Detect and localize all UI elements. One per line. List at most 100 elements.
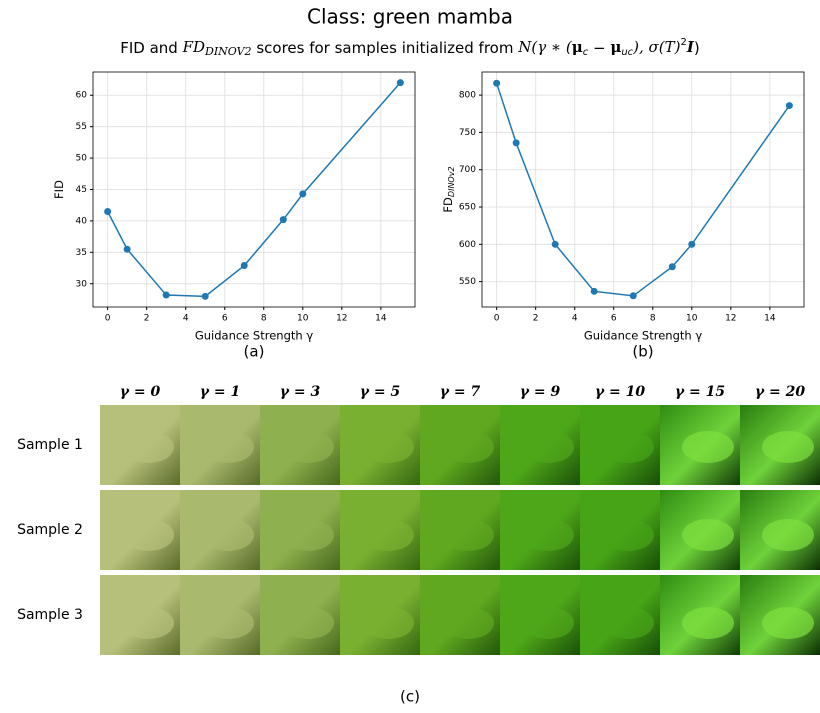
y-tick-label: 45 — [76, 185, 87, 195]
snake-shape — [122, 431, 174, 463]
subtitle-part: uc — [621, 47, 633, 58]
column-header: γ = 1 — [200, 384, 240, 400]
subtitle-part: DINOV2 — [204, 45, 252, 58]
snake-shape — [362, 519, 414, 551]
data-point — [668, 263, 676, 271]
snake-shape — [762, 607, 814, 639]
column-header: γ = 20 — [755, 384, 805, 400]
snake-shape — [362, 607, 414, 639]
column-header: γ = 15 — [675, 384, 725, 400]
subtitle-part: I — [686, 38, 695, 56]
x-tick-label: 8 — [261, 314, 267, 324]
snake-shape — [282, 519, 334, 551]
data-point — [201, 292, 209, 300]
subtitle-part: FID and — [120, 39, 182, 57]
subtitle-part: 2 — [681, 37, 687, 48]
column-header: γ = 3 — [280, 384, 321, 400]
subtitle-part: ) — [694, 39, 700, 57]
column-header: γ = 7 — [440, 384, 481, 400]
snake-shape — [282, 607, 334, 639]
subtitle-part: μ — [610, 38, 621, 56]
subtitle-part: FD — [182, 38, 205, 56]
y-tick-label: 650 — [459, 203, 476, 213]
y-tick-label: 30 — [76, 279, 88, 289]
x-tick-label: 14 — [375, 314, 387, 324]
data-point — [162, 291, 170, 299]
data-point — [299, 190, 307, 198]
data-point — [123, 245, 131, 253]
figure-subtitle: FID and FDDINOV2 scores for samples init… — [120, 37, 700, 58]
y-tick-label: 800 — [459, 91, 476, 101]
y-tick-label: 700 — [459, 165, 476, 175]
y-axis-label-main: FID — [52, 180, 66, 199]
snake-shape — [522, 607, 574, 639]
data-point — [396, 79, 404, 87]
data-point — [104, 207, 112, 215]
x-tick-label: 14 — [764, 314, 776, 324]
x-tick-label: 8 — [650, 314, 656, 324]
data-point — [629, 292, 637, 300]
snake-shape — [602, 431, 654, 463]
data-point — [551, 240, 559, 248]
x-tick-label: 12 — [725, 314, 736, 324]
y-tick-label: 750 — [459, 128, 476, 138]
subtitle-part: scores for samples initialized from — [252, 39, 519, 57]
subtitle-part: μ — [572, 38, 583, 56]
x-tick-label: 6 — [611, 314, 617, 324]
x-tick-label: 2 — [144, 314, 150, 324]
snake-shape — [202, 607, 254, 639]
y-axis-label-sub: DINOv2 — [447, 166, 456, 197]
snake-shape — [522, 519, 574, 551]
row-label: Sample 2 — [17, 522, 83, 538]
snake-shape — [442, 607, 494, 639]
snake-shape — [602, 607, 654, 639]
y-tick-label: 550 — [459, 277, 476, 287]
data-point — [785, 102, 793, 110]
chart-caption: (b) — [632, 343, 653, 361]
y-tick-label: 50 — [76, 154, 88, 164]
column-header: γ = 10 — [595, 384, 645, 400]
y-axis-label: FID — [52, 180, 66, 199]
chart-caption: (a) — [244, 343, 265, 361]
x-tick-label: 12 — [336, 314, 347, 324]
y-axis-label: FDDINOv2 — [441, 166, 456, 212]
snake-shape — [362, 431, 414, 463]
column-header: γ = 5 — [360, 384, 400, 400]
x-tick-label: 0 — [494, 314, 500, 324]
plot-frame — [92, 71, 416, 308]
data-point — [493, 79, 501, 87]
data-point — [688, 240, 696, 248]
y-tick-label: 600 — [459, 240, 476, 250]
x-tick-label: 2 — [533, 314, 539, 324]
figure-title: Class: green mamba — [307, 5, 513, 29]
snake-shape — [762, 431, 814, 463]
snake-shape — [682, 607, 734, 639]
snake-shape — [682, 519, 734, 551]
snake-shape — [682, 431, 734, 463]
subtitle-part: N(γ ∗ ( — [517, 38, 573, 56]
x-tick-label: 6 — [222, 314, 228, 324]
x-tick-label: 4 — [183, 314, 189, 324]
column-header: γ = 0 — [120, 384, 161, 400]
snake-shape — [122, 519, 174, 551]
y-tick-label: 60 — [76, 91, 88, 101]
y-axis-label-main: FD — [441, 197, 455, 213]
y-tick-label: 40 — [76, 216, 88, 226]
data-line — [106, 82, 401, 298]
subtitle-part: c — [583, 47, 589, 58]
x-tick-label: 0 — [105, 314, 111, 324]
y-tick-label: 55 — [76, 122, 87, 132]
data-line — [495, 82, 790, 297]
data-point — [240, 262, 248, 270]
x-axis-label: Guidance Strength γ — [195, 329, 313, 343]
y-tick-label: 35 — [76, 248, 87, 258]
x-tick-label: 10 — [686, 314, 698, 324]
row-label: Sample 1 — [17, 437, 83, 453]
row-label: Sample 3 — [17, 607, 83, 623]
subtitle-part: ), σ(T) — [632, 38, 680, 56]
snake-shape — [122, 607, 174, 639]
subtitle-part: − — [588, 39, 610, 57]
column-header: γ = 9 — [520, 384, 561, 400]
snake-shape — [602, 519, 654, 551]
